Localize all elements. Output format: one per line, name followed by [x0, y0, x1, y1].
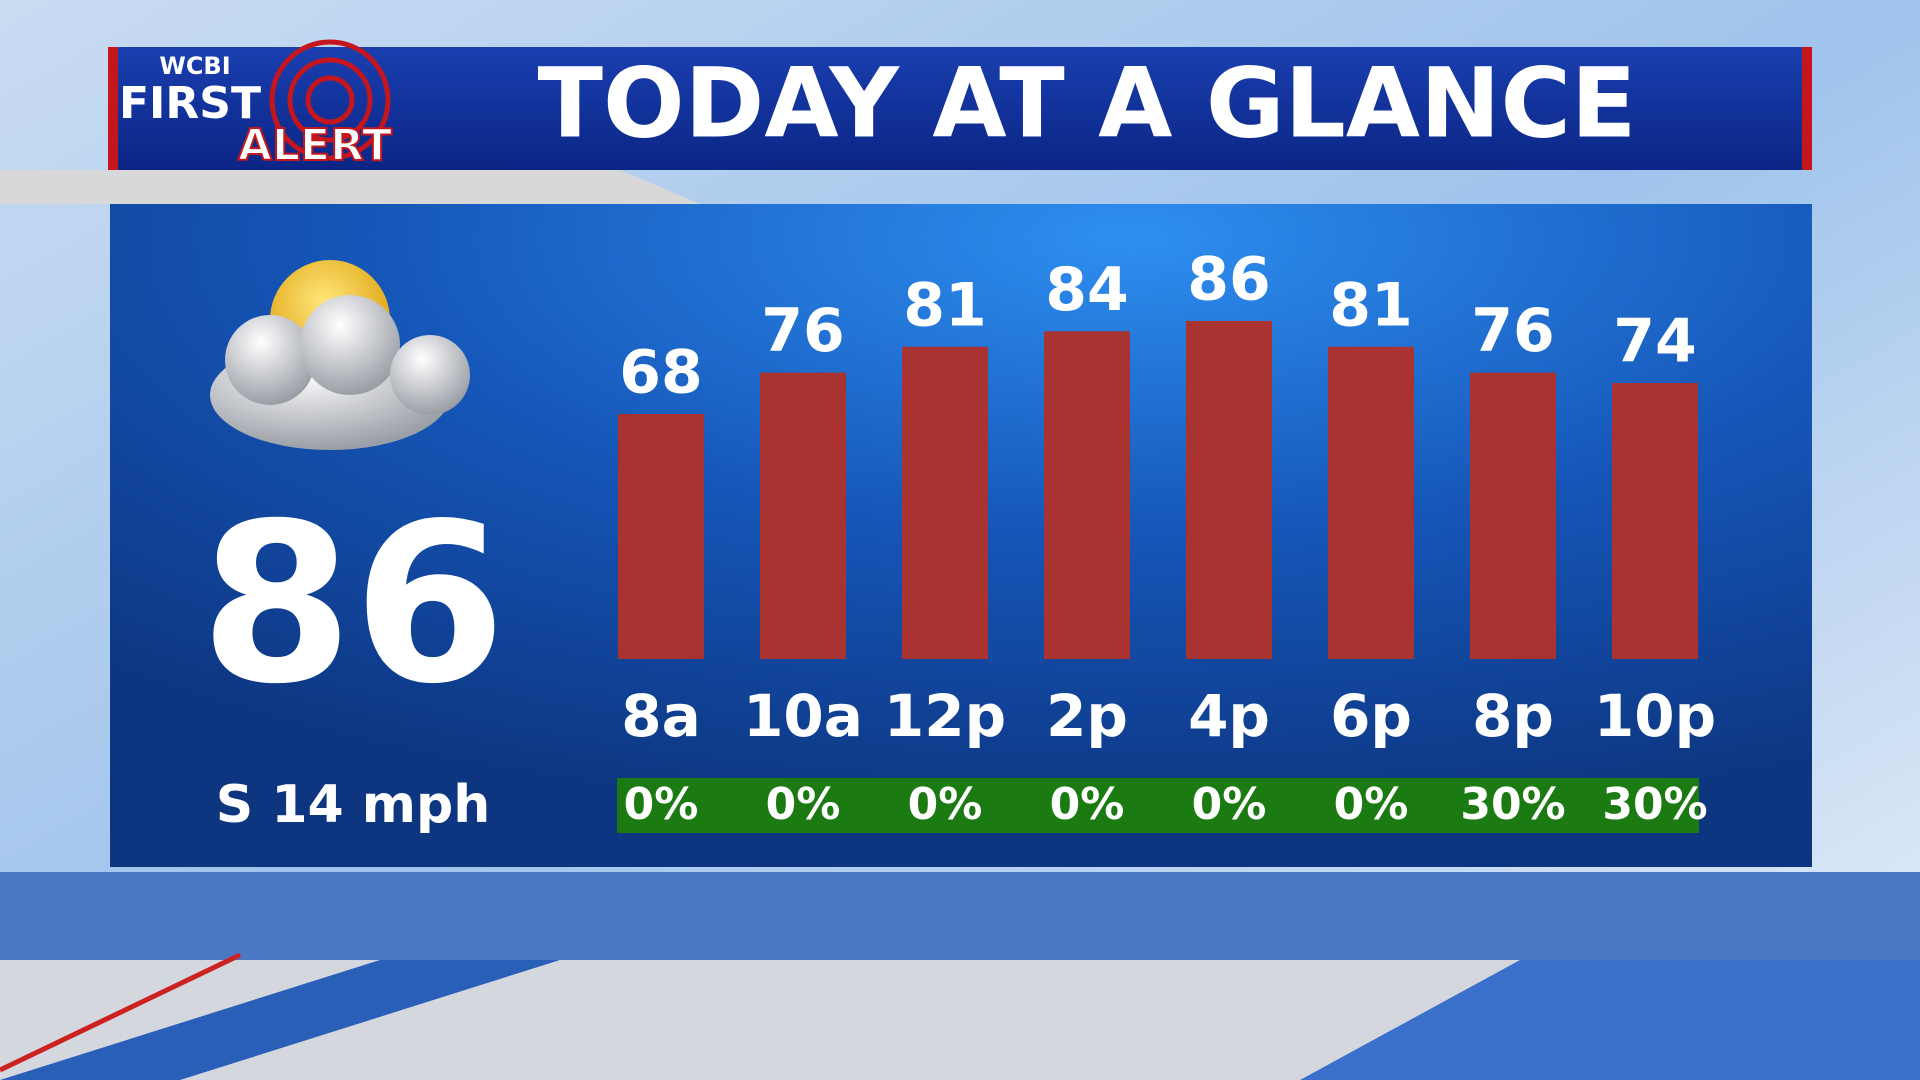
chart-title: TODAY AT A GLANCE — [538, 47, 1637, 159]
bar — [1470, 372, 1556, 659]
bar — [1612, 382, 1698, 659]
precip-label: 0% — [1334, 779, 1409, 830]
x-tick-label: 8a — [621, 682, 701, 750]
value-label: 76 — [761, 296, 845, 366]
x-tick-label: 10p — [1594, 682, 1716, 750]
bar — [1186, 320, 1272, 659]
wind: S 14 mph — [216, 775, 490, 835]
bar — [1044, 331, 1130, 659]
x-tick-label: 6p — [1330, 682, 1412, 750]
weather-icon — [210, 260, 470, 450]
precip-label: 0% — [1192, 779, 1267, 830]
x-tick-label: 2p — [1046, 682, 1128, 750]
precip-label: 30% — [1460, 779, 1565, 830]
logo-ring — [269, 39, 391, 161]
x-tick-label: 8p — [1472, 682, 1554, 750]
bar — [1328, 346, 1414, 659]
title-bar — [108, 47, 1812, 170]
bar — [618, 414, 704, 659]
cloud — [225, 315, 315, 405]
bar — [902, 346, 988, 659]
value-label: 68 — [619, 338, 703, 408]
value-label: 86 — [1187, 245, 1271, 315]
logo-ring — [305, 75, 355, 125]
current-temperature: 86 — [200, 476, 506, 732]
value-label: 84 — [1045, 255, 1129, 325]
x-tick-label: 10a — [743, 682, 863, 750]
title-bar-edge — [108, 47, 118, 170]
cloud — [300, 295, 400, 395]
value-label: 81 — [1329, 270, 1413, 340]
stripe — [1300, 960, 1920, 1080]
chart: 68 8a 0% 76 10a 0% 81 12p 0% 84 2p 0% 86 4p 0% 81 6p 0% 76… — [617, 245, 1716, 833]
stripe — [0, 170, 700, 204]
lower-band — [0, 872, 1920, 960]
precip-strip — [617, 778, 1699, 833]
title-bar-edge — [1802, 47, 1812, 170]
logo-line1: FIRST — [119, 78, 261, 129]
logo: WCBI FIRST ALERT — [119, 39, 393, 172]
x-tick-label: 4p — [1188, 682, 1270, 750]
value-label: 81 — [903, 270, 987, 340]
logo-line2: ALERT — [238, 120, 392, 171]
logo-ring — [287, 57, 373, 143]
stripe — [0, 952, 242, 1073]
value-label: 76 — [1471, 296, 1555, 366]
cloud — [390, 335, 470, 415]
x-tick-label: 12p — [884, 682, 1006, 750]
stripe — [0, 960, 560, 1080]
precip-label: 0% — [1050, 779, 1125, 830]
precip-label: 0% — [908, 779, 983, 830]
precip-label: 0% — [624, 779, 699, 830]
precip-label: 30% — [1602, 779, 1707, 830]
value-label: 74 — [1613, 307, 1697, 377]
precip-label: 0% — [766, 779, 841, 830]
bar — [760, 372, 846, 659]
logo-station: WCBI — [159, 52, 230, 80]
